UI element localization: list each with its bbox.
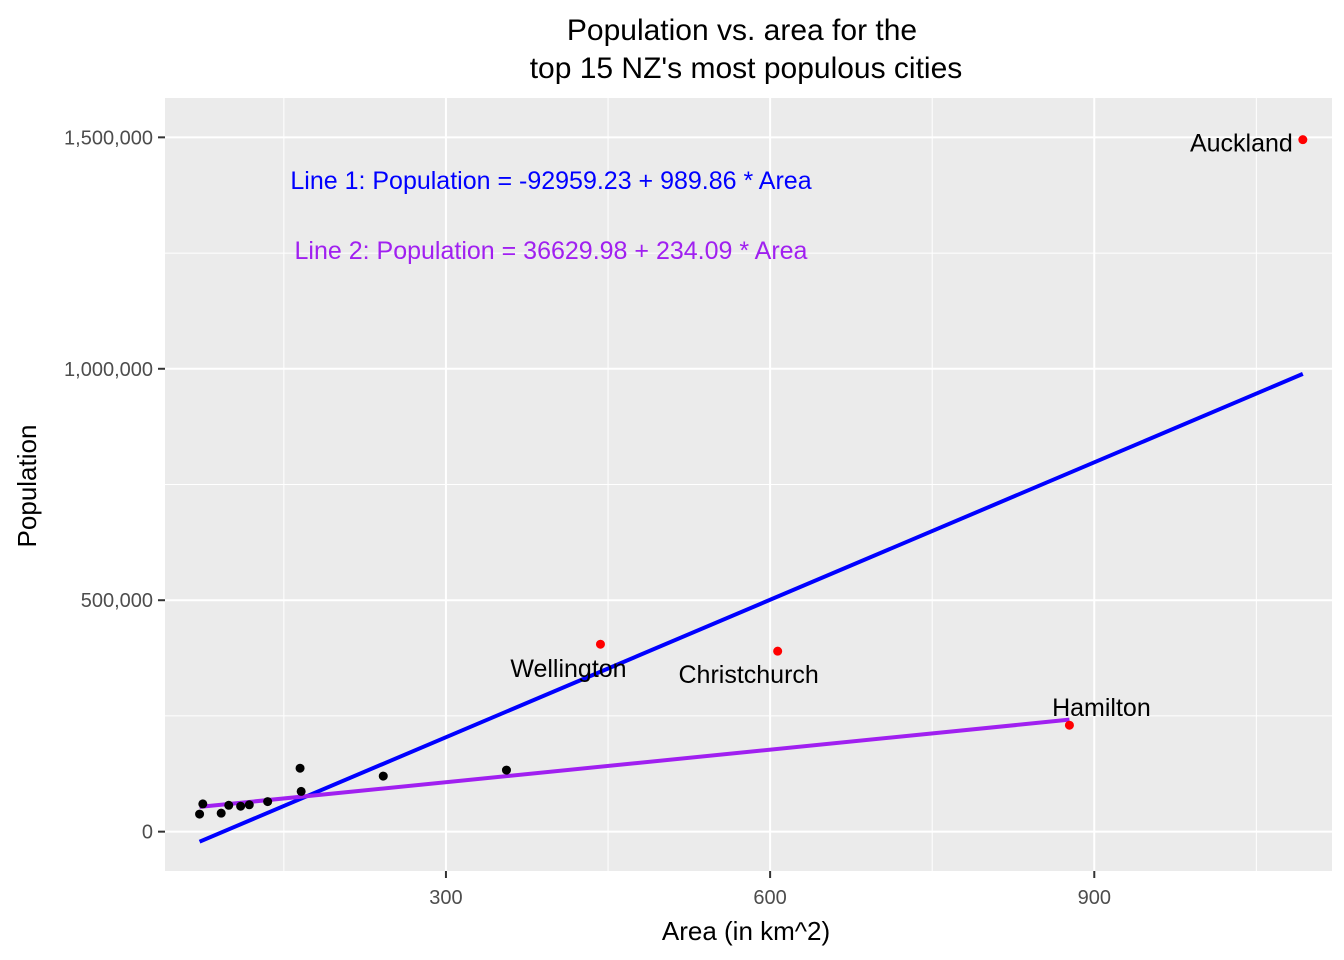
data-point-christchurch	[773, 646, 783, 656]
data-point	[378, 771, 388, 781]
data-point	[216, 808, 226, 818]
data-point	[224, 800, 234, 810]
city-label-auckland: Auckland	[1190, 130, 1293, 158]
data-point	[295, 763, 305, 773]
city-label-wellington: Wellington	[510, 655, 626, 683]
data-point	[198, 799, 208, 809]
x-tick-label: 600	[753, 887, 786, 909]
data-point	[244, 800, 254, 810]
data-point	[263, 797, 273, 807]
data-point	[236, 801, 246, 811]
data-point-hamilton	[1064, 720, 1074, 730]
y-axis-ticks: 0 500,000 1,000,000 1,500,000	[64, 127, 165, 844]
regression-line-1	[198, 372, 1304, 844]
data-point	[296, 786, 306, 796]
y-tick-label: 0	[142, 822, 153, 844]
regression-line-2	[199, 717, 1070, 809]
data-point-wellington	[595, 639, 605, 649]
x-tick-label: 900	[1078, 887, 1111, 909]
line-1-equation: Line 1: Population = -92959.23 + 989.86 …	[290, 167, 811, 195]
city-labels: Auckland Wellington Christchurch Hamilton	[510, 130, 1293, 723]
data-point	[195, 809, 205, 819]
chart-title-line-1: Population vs. area for the	[567, 14, 917, 47]
city-label-hamilton: Hamilton	[1052, 694, 1151, 722]
line-2-equation: Line 2: Population = 36629.98 + 234.09 *…	[295, 237, 808, 265]
data-points	[195, 135, 1308, 819]
city-label-christchurch: Christchurch	[679, 661, 819, 689]
data-point-auckland	[1298, 135, 1308, 145]
grid-lines	[165, 98, 1332, 871]
y-axis-title: Population	[12, 425, 42, 548]
y-tick-label: 500,000	[81, 590, 153, 612]
x-tick-label: 300	[429, 887, 462, 909]
y-tick-label: 1,000,000	[64, 359, 153, 381]
y-tick-label: 1,500,000	[64, 127, 153, 149]
chart-title-line-2: top 15 NZ's most populous cities	[530, 52, 963, 85]
x-axis-ticks: 300 600 900	[429, 871, 1111, 909]
regression-lines	[198, 372, 1304, 844]
data-point	[501, 765, 511, 775]
x-axis-title: Area (in km^2)	[662, 916, 830, 946]
